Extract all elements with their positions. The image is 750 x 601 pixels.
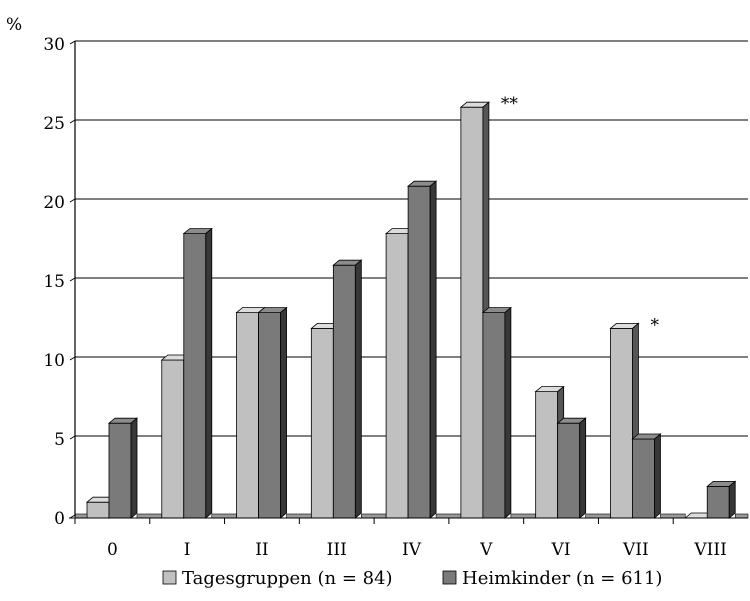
bar-side — [280, 306, 287, 519]
y-tick-label: 15 — [43, 272, 65, 292]
floor-segment — [286, 513, 312, 519]
bar-side — [354, 259, 362, 519]
bar-side — [654, 433, 661, 519]
y-tick-mark — [69, 435, 76, 440]
x-tick-label: I — [184, 540, 191, 560]
bar-front — [460, 106, 484, 519]
bar — [332, 259, 363, 519]
legend: Tagesgruppen (n = 84) Heimkinder (n = 611… — [162, 568, 662, 589]
y-tick-mark — [69, 198, 76, 203]
y-tick-label: 0 — [54, 509, 65, 529]
bar-side — [728, 480, 736, 519]
bar-front — [610, 327, 633, 519]
legend-entry: Heimkinder (n = 611) — [442, 568, 662, 589]
bar-front — [385, 233, 409, 519]
x-tick-label: 0 — [107, 540, 118, 560]
y-tick-label: 25 — [43, 114, 65, 134]
bar-front — [236, 312, 259, 519]
x-tick-label: VIII — [693, 540, 726, 560]
bar-side — [429, 180, 437, 519]
bar-front — [557, 422, 581, 519]
bar-front — [407, 185, 431, 519]
annotations: *** — [501, 94, 660, 335]
bar-front — [706, 485, 730, 519]
bar-front — [258, 312, 281, 519]
floor-segment — [734, 513, 749, 519]
legend-entry: Tagesgruppen (n = 84) — [162, 568, 393, 589]
y-axis-label: % — [6, 15, 22, 35]
floor-segment — [211, 513, 237, 519]
bar-front — [161, 359, 185, 519]
floor-segment — [660, 513, 686, 519]
y-tick-label: 20 — [43, 193, 65, 213]
legend-swatch — [442, 570, 457, 585]
bar-front — [108, 422, 132, 519]
x-tick-label: III — [327, 540, 347, 560]
bar-front — [86, 501, 110, 519]
floor-segment — [585, 513, 611, 519]
y-tick-label: 5 — [54, 430, 65, 450]
y-tick-mark — [69, 356, 76, 361]
bar — [556, 417, 587, 519]
floor-segment — [435, 513, 462, 519]
legend-label: Tagesgruppen (n = 84) — [182, 568, 393, 589]
bar-front — [482, 312, 506, 519]
y-tick-mark — [69, 40, 76, 45]
floor-segment — [136, 513, 163, 519]
bar — [257, 306, 288, 519]
x-tick-label: VI — [551, 540, 571, 560]
bar-front — [632, 438, 655, 519]
bar — [407, 180, 438, 519]
bar-side — [205, 227, 213, 519]
bar-side — [504, 306, 512, 519]
bar — [706, 480, 737, 519]
significance-marker: * — [650, 315, 659, 335]
bar — [631, 433, 662, 519]
x-tick-label: II — [255, 540, 268, 560]
bar-front — [332, 264, 356, 519]
bar-front — [183, 233, 207, 519]
floor-segment — [510, 513, 536, 519]
legend-label: Heimkinder (n = 611) — [462, 568, 662, 589]
y-tick-mark — [69, 119, 76, 124]
y-tick-label: 10 — [43, 351, 65, 371]
bar — [182, 227, 213, 519]
bar — [481, 306, 512, 519]
bar-front — [310, 327, 334, 519]
y-tick-label: 30 — [43, 35, 65, 55]
bar — [107, 417, 139, 519]
y-tick-mark — [69, 277, 76, 282]
x-tick-label: IV — [402, 540, 422, 560]
bar-side — [579, 417, 587, 519]
floor-segment — [361, 513, 387, 519]
legend-swatch — [162, 570, 177, 585]
axes — [69, 40, 748, 524]
x-tick-label: V — [479, 540, 493, 560]
floor-segment — [74, 513, 88, 519]
significance-marker: ** — [501, 94, 519, 114]
bar-front — [535, 391, 559, 519]
x-tick-label: VII — [622, 540, 649, 560]
bars — [74, 101, 749, 519]
bar-side — [130, 417, 138, 519]
